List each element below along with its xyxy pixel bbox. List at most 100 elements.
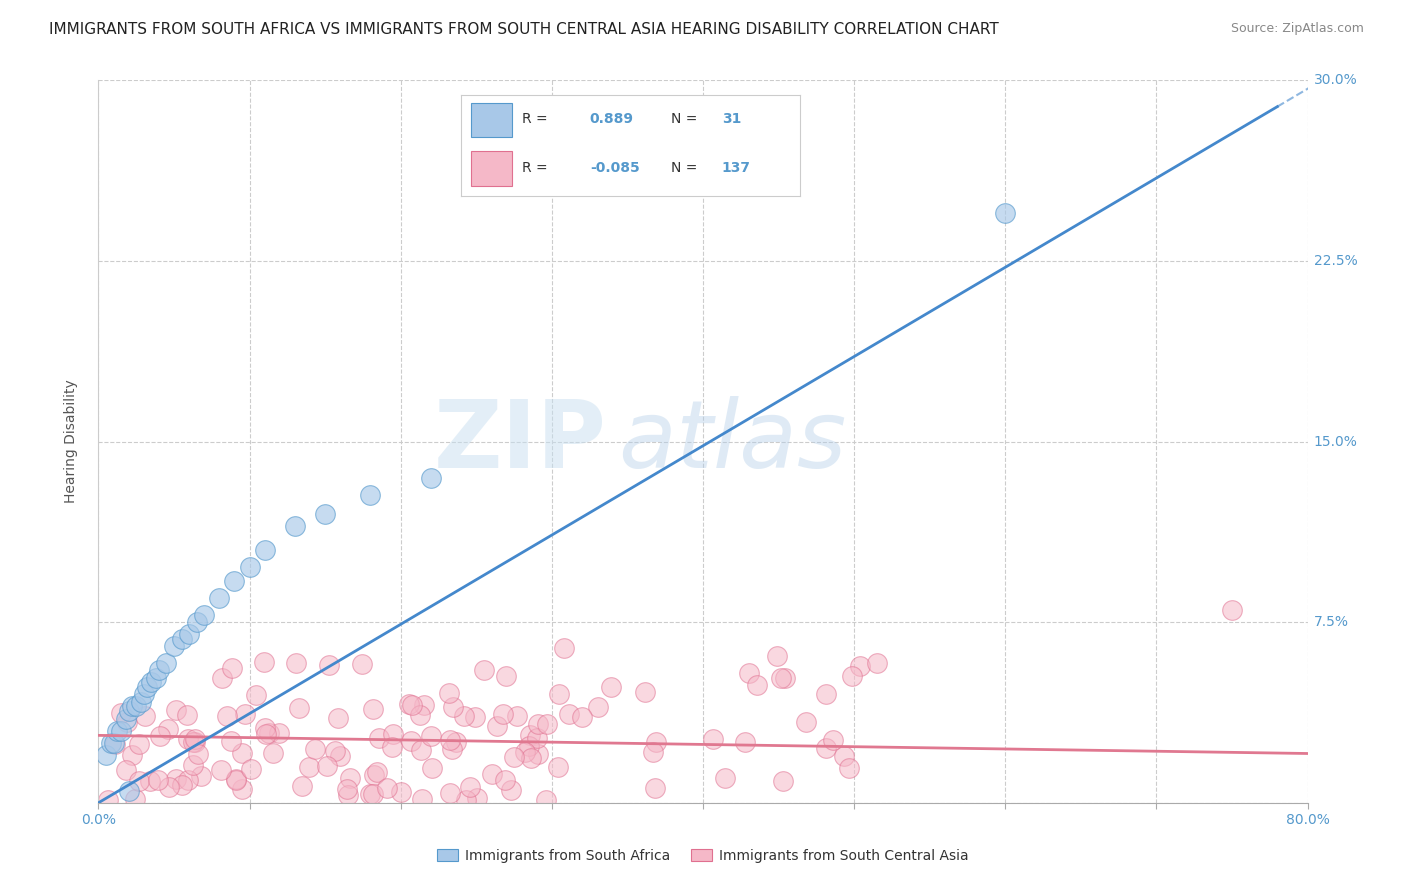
Point (796, 714, 818, 729)
Point (526, 731, 548, 745)
Point (329, 748, 352, 763)
Point (361, 702, 384, 716)
Point (132, 687, 155, 701)
Point (547, 687, 569, 701)
Point (326, 711, 349, 725)
Point (464, 710, 486, 724)
Point (287, 701, 309, 715)
Point (536, 717, 558, 731)
Text: Source: ZipAtlas.com: Source: ZipAtlas.com (1230, 22, 1364, 36)
Point (571, 710, 593, 724)
Point (262, 746, 284, 760)
Point (208, 591, 231, 605)
Point (215, 709, 238, 723)
Point (239, 559, 262, 574)
Point (118, 784, 141, 798)
Point (225, 772, 247, 787)
Point (221, 661, 243, 675)
Point (177, 732, 200, 747)
Point (225, 772, 247, 787)
Point (439, 786, 461, 800)
Point (815, 687, 838, 701)
Point (401, 698, 423, 713)
Point (253, 655, 276, 669)
Point (146, 772, 169, 787)
Point (165, 772, 187, 786)
Point (110, 706, 132, 720)
Point (97, 793, 120, 807)
Point (184, 735, 207, 749)
Point (865, 656, 887, 670)
Point (209, 763, 232, 777)
Point (176, 708, 198, 723)
Point (821, 732, 844, 747)
Point (141, 675, 163, 690)
Y-axis label: Hearing Disability: Hearing Disability (63, 380, 77, 503)
Point (381, 739, 404, 754)
Point (381, 727, 404, 741)
Point (506, 709, 529, 723)
Point (503, 749, 526, 764)
Point (254, 727, 277, 741)
Point (134, 709, 156, 723)
Point (170, 778, 193, 792)
Point (240, 762, 263, 776)
Point (492, 706, 515, 721)
Point (103, 735, 125, 749)
Point (157, 723, 180, 737)
Point (115, 763, 138, 777)
Point (183, 735, 205, 749)
Point (145, 671, 167, 685)
Point (772, 773, 794, 788)
Text: atlas: atlas (619, 396, 846, 487)
Point (148, 664, 170, 678)
Point (834, 748, 856, 763)
Point (420, 470, 443, 484)
Point (367, 731, 389, 745)
Point (398, 697, 420, 711)
Point (366, 764, 388, 779)
Point (149, 729, 172, 743)
Point (193, 607, 215, 622)
Point (94, 747, 117, 762)
Point (314, 507, 336, 521)
Point (100, 735, 122, 749)
Point (547, 760, 569, 774)
Point (702, 731, 724, 746)
Point (231, 781, 253, 796)
Point (517, 739, 540, 753)
Point (553, 640, 575, 655)
Point (363, 768, 385, 782)
Point (458, 780, 481, 795)
Point (472, 663, 495, 677)
Point (773, 671, 796, 685)
Point (211, 671, 233, 685)
Text: 7.5%: 7.5% (1313, 615, 1348, 629)
Point (183, 731, 205, 746)
Point (291, 779, 314, 793)
Point (441, 699, 464, 714)
Point (105, 723, 128, 738)
Point (138, 774, 160, 789)
Point (770, 671, 793, 685)
Point (520, 751, 543, 765)
Point (259, 725, 281, 739)
Point (135, 680, 157, 694)
Point (849, 659, 872, 673)
Point (527, 747, 550, 762)
Point (389, 785, 412, 799)
Point (284, 518, 307, 533)
Point (121, 747, 143, 762)
Point (513, 745, 536, 759)
Point (187, 747, 209, 761)
Point (121, 699, 143, 714)
Point (734, 735, 756, 749)
Point (245, 688, 267, 702)
Point (128, 774, 150, 789)
Point (361, 787, 384, 801)
Point (494, 772, 516, 787)
Point (269, 726, 291, 740)
Point (284, 656, 307, 670)
Point (155, 656, 177, 670)
Point (738, 665, 761, 680)
